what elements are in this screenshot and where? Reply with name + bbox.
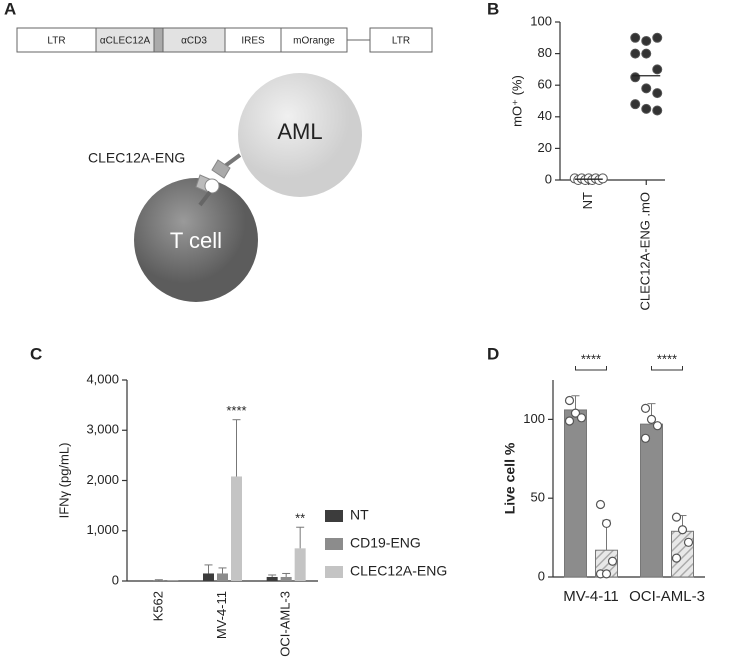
dot xyxy=(576,413,587,423)
significance: **** xyxy=(657,351,677,366)
dot xyxy=(671,512,682,522)
panel-label: B xyxy=(487,0,499,18)
construct-box xyxy=(95,27,155,53)
y-tick-label: 2,000 xyxy=(86,472,119,487)
bar xyxy=(231,476,242,581)
y-tick-label: 0 xyxy=(538,568,545,583)
panel-label: C xyxy=(30,344,42,363)
significance: **** xyxy=(226,403,246,418)
dot xyxy=(630,99,641,110)
y-tick-label: 60 xyxy=(538,77,552,92)
dot xyxy=(671,553,682,563)
construct-label: LTR xyxy=(47,36,65,47)
construct-label: αCLEC12A xyxy=(100,36,151,47)
linker xyxy=(153,27,164,53)
x-tick-label: MV-4-11 xyxy=(214,591,229,639)
dot xyxy=(652,88,663,99)
bar xyxy=(294,548,306,581)
construct-label: IRES xyxy=(241,36,265,47)
construct-label: mOrange xyxy=(293,36,335,47)
construct-label: LTR xyxy=(392,36,410,47)
legend-label: CD19-ENG xyxy=(350,535,421,551)
bar xyxy=(217,573,228,581)
y-tick-label: 4,000 xyxy=(86,371,119,386)
dot xyxy=(630,32,641,43)
legend-swatch xyxy=(325,538,343,550)
y-tick-label: 40 xyxy=(538,108,552,123)
legend-label: NT xyxy=(350,507,369,523)
dot xyxy=(652,421,663,431)
engager-label: CLEC12A-ENG xyxy=(88,150,185,166)
dot xyxy=(595,499,606,510)
dot xyxy=(646,414,657,424)
dot xyxy=(564,395,575,406)
x-tick-label: OCI-AML-3 xyxy=(278,591,293,657)
significance: **** xyxy=(581,351,601,366)
dot xyxy=(640,403,651,413)
bar xyxy=(280,576,292,581)
panel-label: D xyxy=(487,344,499,363)
legend-label: CLEC12A-ENG xyxy=(350,563,447,579)
y-tick-label: 3,000 xyxy=(86,422,119,437)
dot xyxy=(641,35,652,46)
dot xyxy=(683,537,694,547)
y-tick-label: 0 xyxy=(545,171,552,186)
cell-label: AML xyxy=(277,119,322,144)
dot xyxy=(640,433,651,443)
x-tick-label: MV-4-11 xyxy=(563,588,619,605)
x-tick-label: CLEC12A-ENG .mO xyxy=(638,192,653,310)
dot xyxy=(677,525,688,535)
y-axis-label: Live cell % xyxy=(502,442,518,514)
bar xyxy=(203,573,214,581)
dot xyxy=(597,173,608,184)
y-tick-label: 100 xyxy=(530,13,552,28)
y-tick-label: 0 xyxy=(112,572,119,587)
y-tick-label: 1,000 xyxy=(86,522,119,537)
legend-swatch xyxy=(325,566,343,578)
dot xyxy=(641,83,652,94)
dot xyxy=(641,48,652,59)
x-tick-label: OCI-AML-3 xyxy=(629,588,705,605)
construct-box xyxy=(224,27,282,53)
t-cell xyxy=(134,178,258,302)
construct-label: αCD3 xyxy=(181,36,207,47)
dot xyxy=(641,103,652,114)
dot xyxy=(652,105,663,116)
significance: ** xyxy=(295,511,305,526)
bar xyxy=(266,576,278,581)
dot xyxy=(570,408,581,418)
dot xyxy=(607,556,618,566)
dot xyxy=(601,569,612,579)
y-axis-label: mO⁺ (%) xyxy=(509,75,524,127)
x-tick-label: NT xyxy=(580,192,595,209)
legend-swatch xyxy=(325,510,343,522)
y-tick-label: 80 xyxy=(538,45,552,60)
aml-cell xyxy=(238,73,362,197)
engager-icon xyxy=(195,153,242,207)
dot xyxy=(652,64,663,75)
significance-bracket xyxy=(651,366,683,371)
dot xyxy=(564,416,575,426)
bar xyxy=(640,423,663,578)
cell-label: T cell xyxy=(170,228,222,253)
dot xyxy=(652,32,663,43)
dot xyxy=(630,48,641,59)
bar xyxy=(564,409,587,578)
y-axis-label: IFNγ (pg/mL) xyxy=(56,443,71,519)
panel-label: A xyxy=(4,0,16,18)
significance-bracket xyxy=(575,366,607,371)
y-tick-label: 100 xyxy=(523,411,545,426)
construct-box xyxy=(280,27,348,53)
dot xyxy=(630,72,641,83)
y-tick-label: 20 xyxy=(538,140,552,155)
y-tick-label: 50 xyxy=(531,490,545,505)
dot xyxy=(601,518,612,529)
x-tick-label: K562 xyxy=(150,591,165,621)
